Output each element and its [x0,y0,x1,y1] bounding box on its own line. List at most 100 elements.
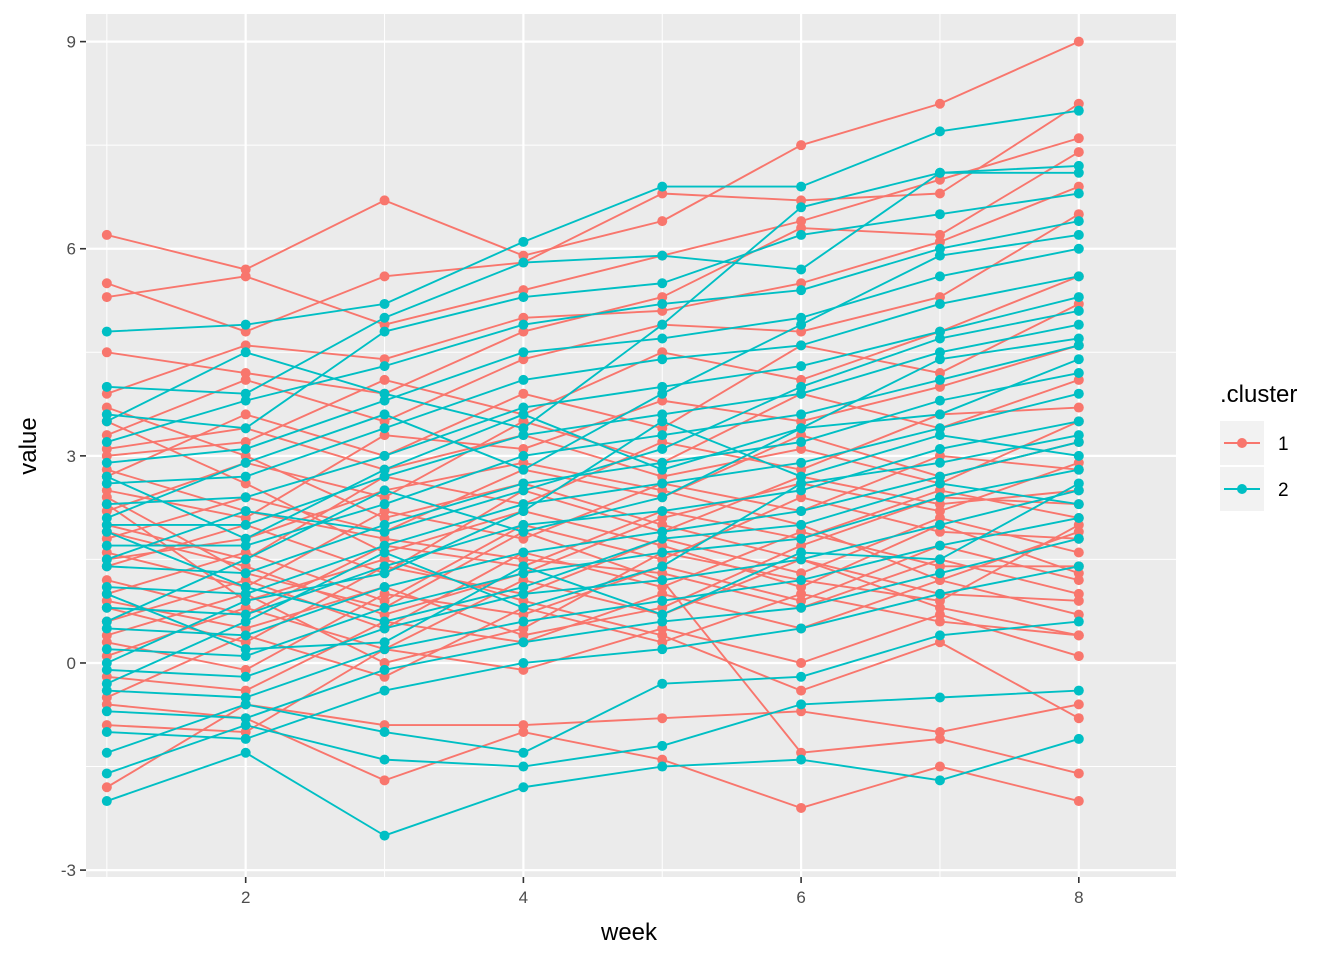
data-point [101,533,112,544]
data-point [934,526,945,537]
data-point [101,492,112,503]
data-point [240,388,251,399]
data-point [518,409,529,420]
series-cluster-2 [101,616,1084,758]
data-point [240,443,251,454]
data-point [379,409,390,420]
data-point [240,492,251,503]
data-point [240,506,251,517]
data-point [1073,437,1084,448]
data-point [1073,478,1084,489]
data-point [518,623,529,634]
data-point [379,492,390,503]
data-point [101,644,112,655]
series-line [106,372,1079,575]
data-point [796,478,807,489]
data-point [240,554,251,565]
data-point [657,623,668,634]
data-point [101,388,112,399]
data-point [240,609,251,620]
data-point [101,588,112,599]
data-point [101,430,112,441]
data-point [101,595,112,606]
series-line [106,620,1079,754]
data-point [796,202,807,213]
series-cluster-2 [101,430,1084,689]
data-point [101,519,112,530]
data-point [518,430,529,441]
data-point [1073,374,1084,385]
series-line [106,303,1080,478]
legend-item-2: 2 [1220,467,1289,511]
data-point [657,526,668,537]
series-line [106,496,1080,775]
series-line [106,337,1079,540]
data-point [1073,609,1084,620]
data-point [657,485,668,496]
data-point [101,623,112,634]
data-point [379,526,390,537]
data-point [518,595,529,606]
data-point [101,457,112,468]
series-line [106,613,1080,733]
data-point [934,374,945,385]
y-tick-label: 6 [67,240,76,259]
data-point [101,706,112,717]
data-point [1073,105,1084,116]
data-point [934,561,945,572]
series-line [106,738,1080,837]
data-point [796,381,807,392]
data-point [379,423,390,434]
data-point [518,547,529,558]
series-cluster-2 [101,416,1084,668]
data-point [1073,133,1084,144]
data-point [796,575,807,586]
series-cluster-2 [101,105,1084,337]
series-line [106,420,1079,616]
series-cluster-2 [101,216,1084,448]
data-point [1073,733,1084,744]
series-line [106,592,1079,699]
data-point [657,354,668,365]
data-point [518,630,529,641]
series-line [106,489,1079,616]
data-point [796,671,807,682]
data-point [379,271,390,282]
data-point [240,575,251,586]
data-point [518,575,529,586]
data-point [101,278,112,289]
data-point [1073,533,1084,544]
data-point [657,298,668,309]
data-point [657,602,668,613]
data-point [379,485,390,496]
data-point [518,416,529,427]
data-point [518,568,529,579]
data-point [657,644,668,655]
data-point [934,368,945,379]
data-point [101,575,112,586]
data-point [934,271,945,282]
data-point [657,381,668,392]
data-point [518,519,529,530]
data-point [796,430,807,441]
data-point [1073,271,1084,282]
data-point [657,512,668,523]
data-point [240,637,251,648]
data-point [934,727,945,738]
data-point [379,519,390,530]
series-cluster-2 [101,478,1084,627]
data-point [1073,402,1084,413]
series-line [106,517,1079,699]
series-cluster-1 [101,36,1084,275]
data-point [240,568,251,579]
series-line [106,434,1079,685]
series-cluster-2 [101,243,1084,468]
data-point [518,292,529,303]
data-point [657,561,668,572]
data-point [240,616,251,627]
data-point [657,188,668,199]
data-point [657,637,668,648]
data-point [379,588,390,599]
series-cluster-1 [101,298,1084,482]
data-point [101,229,112,240]
